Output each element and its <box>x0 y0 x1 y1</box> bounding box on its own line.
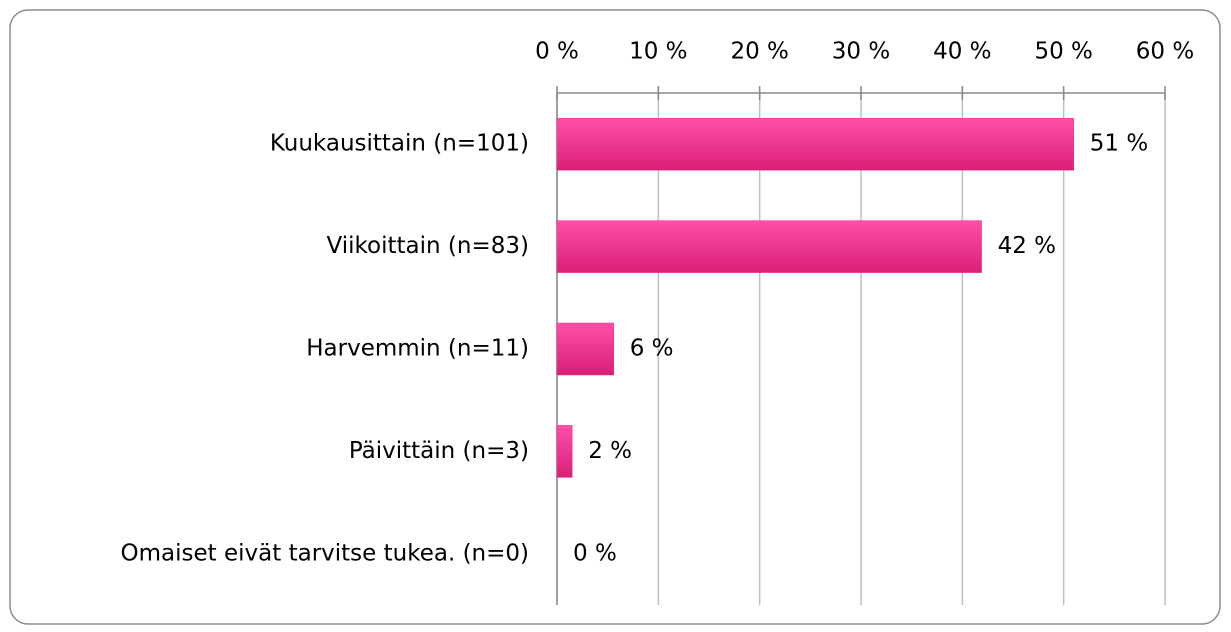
bar <box>556 117 1075 171</box>
data-label: 0 % <box>573 540 617 566</box>
y-tick-label: Päivittäin (n=3) <box>349 438 529 464</box>
data-label: 42 % <box>998 233 1056 259</box>
x-tick-label: 0 % <box>535 39 579 65</box>
data-label: 2 % <box>588 438 632 464</box>
x-tick-label: 20 % <box>730 39 788 65</box>
y-tick-label: Viikoittain (n=83) <box>327 233 529 259</box>
y-tick-label: Kuukausittain (n=101) <box>270 131 529 157</box>
y-tick-label: Harvemmin (n=11) <box>306 336 529 362</box>
bar <box>556 425 573 478</box>
bar <box>556 322 614 376</box>
x-tick-label: 30 % <box>832 39 890 65</box>
data-label: 6 % <box>630 336 674 362</box>
x-tick-label: 60 % <box>1136 39 1194 65</box>
y-tick-label: Omaiset eivät tarvitse tukea. (n=0) <box>121 540 529 566</box>
x-tick-label: 40 % <box>933 39 991 65</box>
chart-frame <box>9 9 1221 625</box>
data-label: 51 % <box>1090 131 1148 157</box>
x-tick-label: 10 % <box>629 39 687 65</box>
x-tick-label: 50 % <box>1034 39 1092 65</box>
bar <box>556 220 982 273</box>
